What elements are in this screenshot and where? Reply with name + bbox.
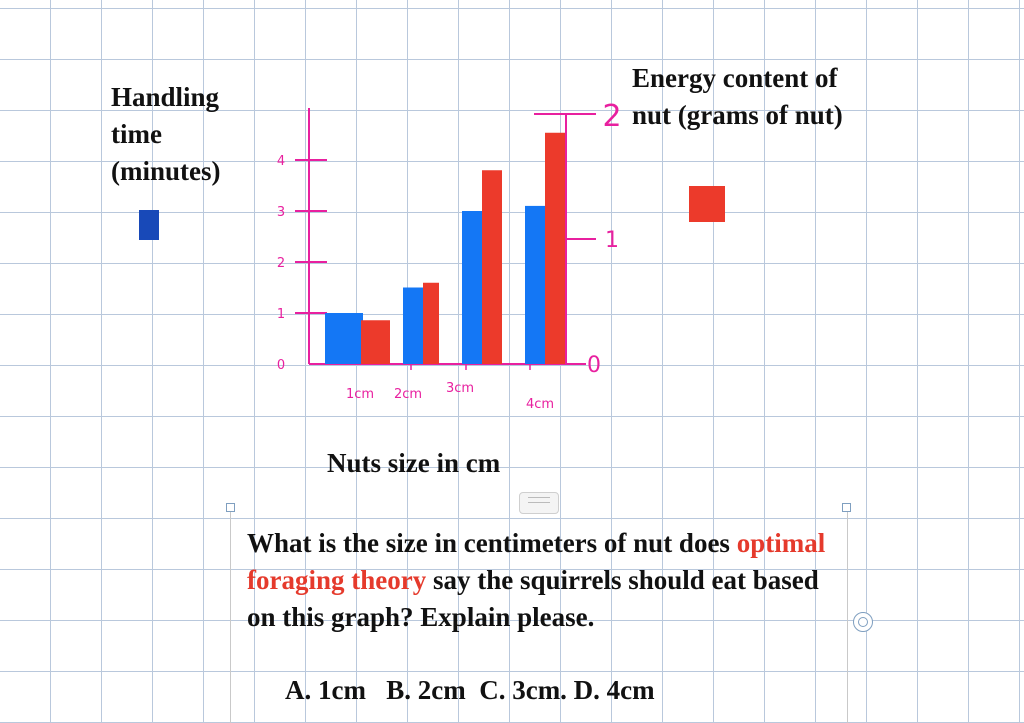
left-axis-title: Handling time (minutes)	[111, 79, 221, 190]
x-axis-tick-label: 3cm	[446, 381, 474, 396]
textbox-resize-handle-right[interactable]	[842, 503, 851, 512]
textbox-drag-grip-icon[interactable]	[519, 492, 559, 514]
answer-choices: A. 1cm B. 2cm C. 3cm. D. 4cm	[285, 675, 655, 705]
energy-content-bar	[482, 170, 502, 364]
chart-labels: 0 1 2 3 4 0 1 2 1cm 2cm 3cm 4cm	[277, 99, 622, 412]
right-axis-tick-label: 2	[602, 99, 621, 134]
question-part1: What is the size in centimeters of nut d…	[247, 528, 730, 558]
textbox-rotate-icon[interactable]	[853, 612, 873, 632]
energy-content-bar	[545, 132, 565, 364]
energy-content-bar	[361, 320, 390, 364]
left-axis-tick-label: 4	[277, 154, 285, 169]
question-part2: say the squirrels should eat based on th…	[247, 565, 819, 632]
question-highlight: optimal foraging theory	[247, 528, 826, 595]
handling-time-bar	[403, 287, 425, 364]
left-axis-tick-label: 1	[277, 307, 285, 322]
right-axis-title: Energy content of nut (grams of nut)	[632, 60, 843, 134]
x-axis-title: Nuts size in cm	[327, 448, 501, 478]
right-axis-title-line: nut (grams of nut)	[632, 100, 843, 130]
question-text: What is the size in centimeters of nut d…	[247, 525, 847, 636]
right-axis-tick-label: 1	[605, 228, 619, 253]
left-axis-title-line: Handling	[111, 82, 220, 112]
left-axis-title-line: time	[111, 119, 162, 149]
energy-content-bar	[423, 282, 439, 364]
handling-time-swatch	[139, 210, 159, 240]
left-axis-tick-label: 0	[277, 358, 285, 373]
x-axis-tick-label: 2cm	[394, 387, 422, 402]
chart-bars	[325, 132, 565, 364]
question-textbox[interactable]	[230, 507, 848, 723]
handling-time-bar	[462, 211, 484, 364]
right-axis-title-line: Energy content of	[632, 63, 838, 93]
left-axis-title-line: (minutes)	[111, 156, 221, 186]
handling-time-bar	[325, 313, 363, 364]
textbox-resize-handle-left[interactable]	[226, 503, 235, 512]
left-axis-tick-label: 3	[277, 205, 285, 220]
handling-time-bar	[525, 205, 547, 364]
x-axis-tick-label: 1cm	[346, 387, 374, 402]
left-axis-tick-label: 2	[277, 256, 285, 271]
x-axis-tick-label: 4cm	[526, 397, 554, 412]
energy-content-swatch	[689, 186, 725, 222]
right-axis-tick-label: 0	[587, 353, 601, 378]
